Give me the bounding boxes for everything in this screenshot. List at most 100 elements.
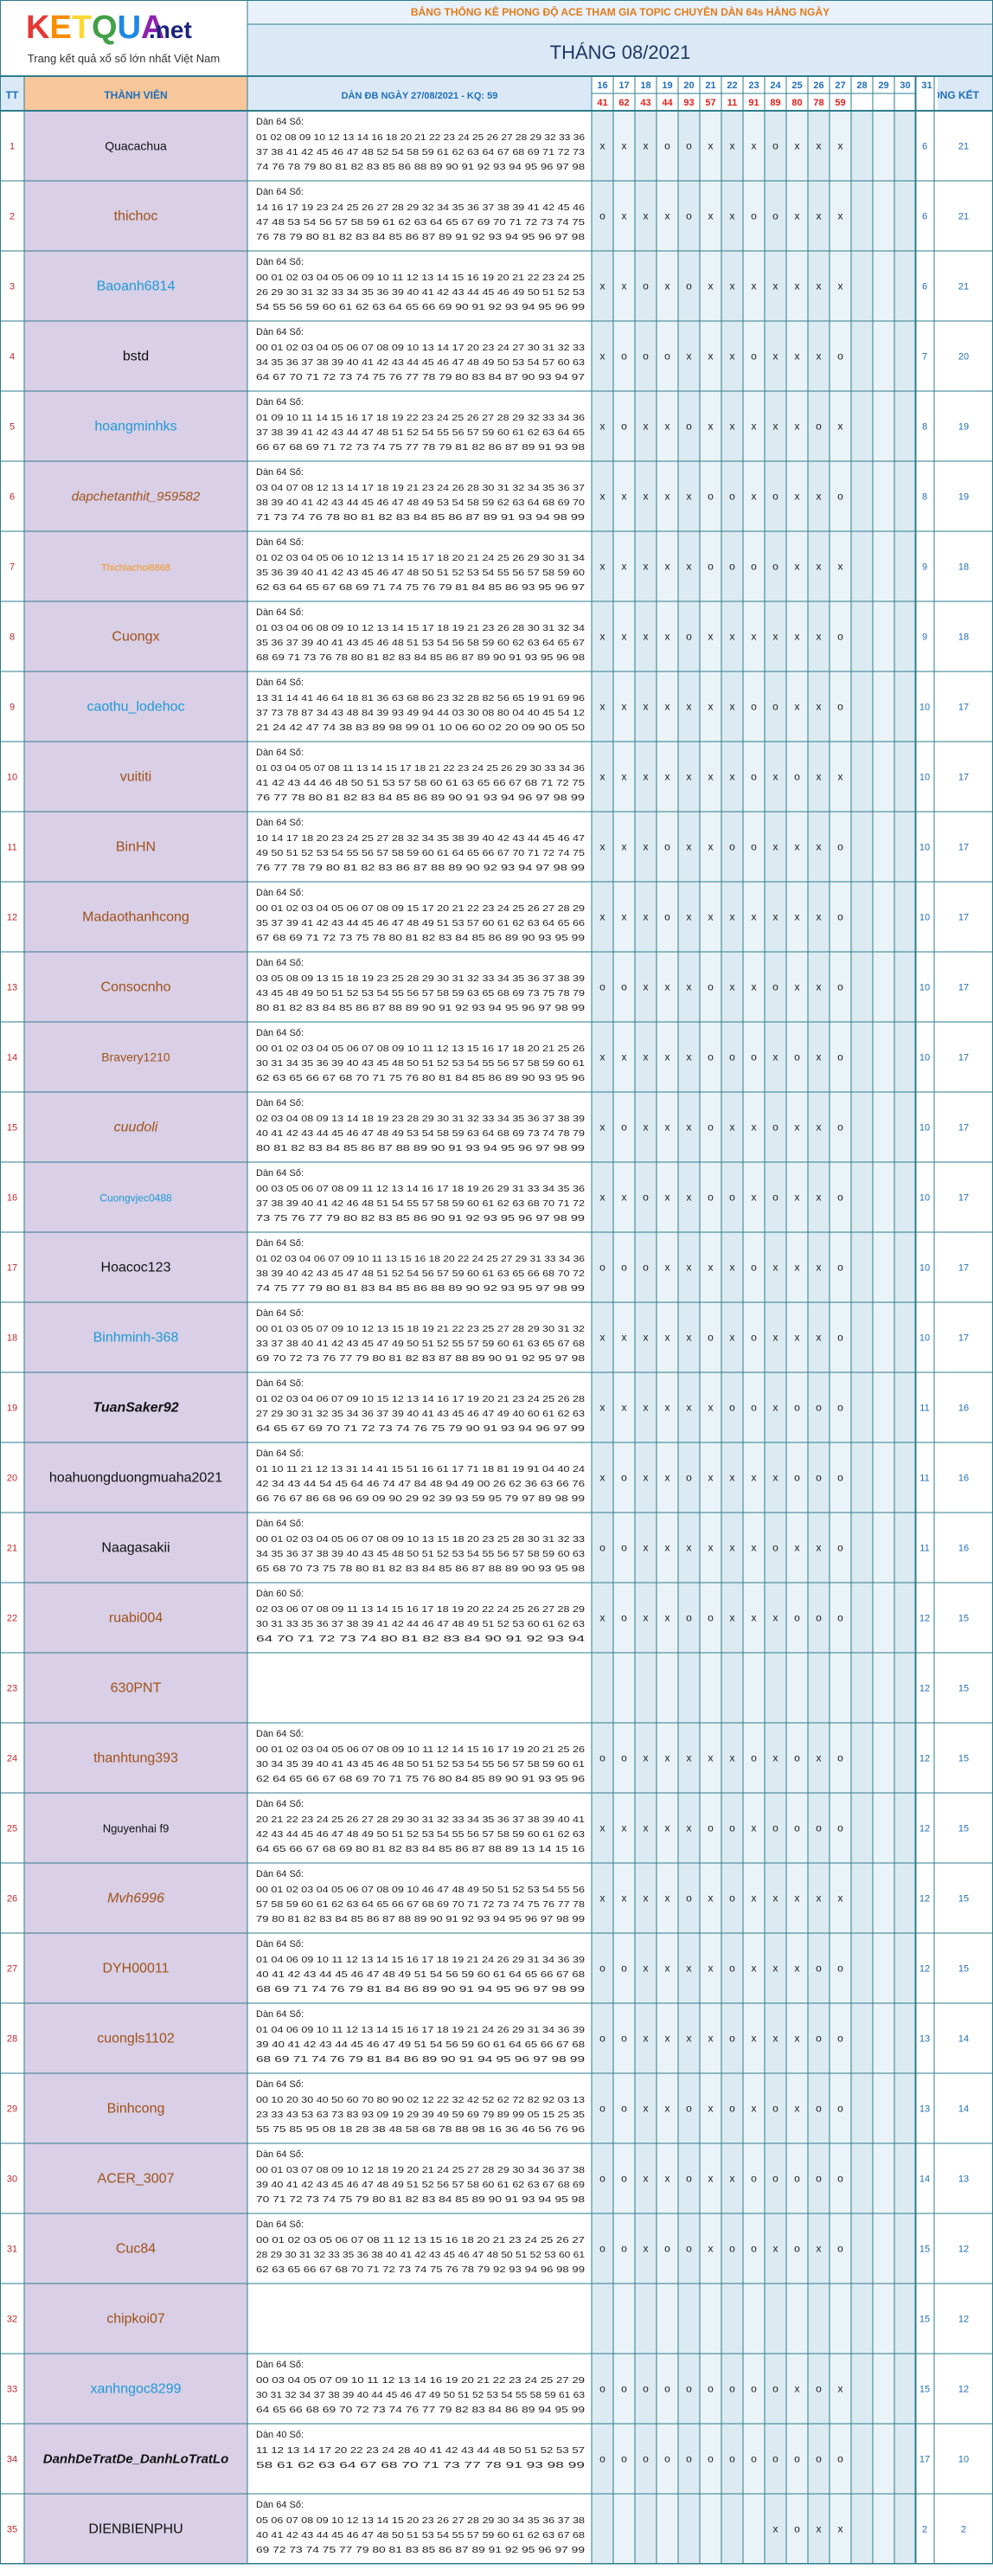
member-name[interactable]: cuongls1102	[97, 2032, 175, 2046]
hit-mark: o	[599, 2453, 605, 2465]
day-cell	[851, 2284, 873, 2354]
member-name[interactable]: chipkoi07	[106, 2312, 165, 2327]
hit-mark: o	[837, 1472, 843, 1484]
member-name[interactable]: Mvh6996	[107, 1892, 164, 1906]
day-cell	[721, 882, 743, 952]
member-row: 25 Nguyenhai f9 Dàn 64 Số: 20 21 22 23 24 2…	[0, 1793, 993, 1863]
miss-mark: x	[708, 911, 714, 923]
day-cell	[700, 601, 721, 671]
ketqua-logo[interactable]: KETQUA .net	[26, 10, 192, 46]
day-cell	[613, 812, 635, 882]
tt-cell	[0, 1092, 24, 1162]
miss-mark: x	[644, 421, 649, 433]
member-name[interactable]: xanhngoc8299	[91, 2382, 182, 2397]
member-name[interactable]: dapchetanthit_959582	[72, 490, 201, 504]
member-name[interactable]: Naagasakii	[101, 1541, 170, 1556]
day-cell	[786, 2143, 808, 2213]
member-name[interactable]: thanhtung393	[93, 1751, 178, 1766]
day-cell	[743, 2143, 765, 2213]
member-name[interactable]: 630PNT	[111, 1681, 162, 1696]
day-cell	[635, 812, 657, 882]
day-cell	[678, 2073, 700, 2143]
day-cell	[765, 531, 786, 601]
hit-mark: o	[751, 701, 757, 713]
dan-line: 13 31 14 41 46 64 18 81 36 63 68 86 23 3…	[256, 693, 585, 703]
day-cell	[721, 1092, 743, 1162]
member-name[interactable]: vuititi	[120, 770, 151, 785]
hit-mark: o	[621, 2033, 627, 2045]
member-name[interactable]: ACER_3007	[98, 2172, 175, 2187]
day-cell	[873, 1442, 894, 1513]
day-cell	[678, 1653, 700, 1723]
day-cell	[721, 181, 743, 251]
hit-mark: o	[621, 2383, 627, 2395]
miss-mark: x	[665, 280, 670, 292]
member-name[interactable]: cuudoli	[114, 1121, 158, 1135]
member-name[interactable]: DIENBIENPHU	[88, 2522, 183, 2537]
member-name[interactable]: Hoacoc123	[101, 1261, 171, 1275]
tt-cell	[0, 531, 24, 601]
member-name[interactable]: caothu_lodehoc	[87, 700, 185, 715]
member-name[interactable]: Cuongvjec0488	[99, 1192, 172, 1204]
member-name[interactable]: TuanSaker92	[93, 1401, 178, 1416]
miss-mark: x	[687, 911, 692, 923]
member-name[interactable]: Quacachua	[105, 139, 167, 153]
member-name[interactable]: DanhDeTratDe_DanhLoTratLo	[43, 2452, 228, 2467]
miss-mark: x	[708, 1402, 714, 1414]
miss-mark: x	[708, 1472, 714, 1484]
member-name[interactable]: thichoc	[114, 209, 158, 224]
dan-label: Dàn 64 Số:	[256, 467, 304, 478]
miss-mark: x	[600, 280, 605, 292]
member-name[interactable]: DYH00011	[102, 1962, 169, 1976]
member-name[interactable]: hoangminhks	[94, 420, 176, 434]
tt-cell	[0, 461, 24, 531]
day-cell	[851, 1653, 873, 1723]
tt-cell	[0, 1513, 24, 1583]
member-name[interactable]: bstd	[123, 350, 149, 364]
member-row: 35 DIENBIENPHU Dàn 64 Số: 05 06 07 08 09 10…	[0, 2494, 993, 2564]
day-cell	[592, 882, 613, 952]
member-name[interactable]: Madaothanhcong	[82, 910, 189, 925]
miss-mark: x	[730, 1262, 735, 1274]
day-cell	[592, 251, 613, 321]
member-name[interactable]: Nguyenhai f9	[103, 1822, 170, 1835]
member-name[interactable]: Consocnho	[101, 980, 171, 995]
day-cell	[721, 2143, 743, 2213]
miss-mark: x	[665, 2173, 670, 2185]
day-cell	[851, 952, 873, 1022]
member-name[interactable]: Thichlachoi6868	[101, 563, 170, 574]
dan-label: Dàn 64 Số:	[256, 397, 304, 408]
member-name[interactable]: Bravery1210	[101, 1050, 170, 1064]
hit-mark: o	[599, 981, 605, 993]
total-score: 15	[958, 1684, 969, 1694]
miss-mark: x	[795, 2383, 800, 2395]
miss-mark: x	[644, 1051, 649, 1063]
dan-label: Dàn 64 Số:	[256, 958, 304, 968]
member-name[interactable]: Cuc84	[116, 2242, 156, 2257]
day-cell	[592, 321, 613, 391]
day-cell	[743, 1232, 765, 1302]
member-name[interactable]: BinHN	[116, 840, 156, 855]
member-name[interactable]: Binhminh-368	[93, 1331, 179, 1346]
member-name[interactable]: Cuongx	[112, 630, 159, 645]
dan-label: Dàn 60 Số:	[256, 1589, 304, 1599]
day-cell	[894, 1092, 916, 1162]
dan-line: 01 09 10 11 14 15 16 17 18 19 22 23 24 2…	[256, 413, 585, 423]
day-cell	[700, 1302, 721, 1372]
member-name[interactable]: Baoanh6814	[97, 279, 176, 294]
member-cell	[24, 531, 247, 601]
member-name[interactable]: ruabi004	[109, 1611, 163, 1626]
day-cell	[592, 2284, 613, 2354]
member-name[interactable]: Binhcong	[107, 2102, 165, 2117]
dan-line: 00 01 03 07 08 09 10 12 18 19 20 21 24 2…	[256, 2165, 585, 2175]
day-cell	[635, 1723, 657, 1793]
miss-mark: x	[687, 350, 692, 363]
day-cell	[830, 321, 851, 391]
member-row: 1 Quacachua Dàn 64 Số: 01 02 08 09 10 12 13…	[0, 111, 993, 181]
day-cell	[873, 2284, 894, 2354]
day-cell	[678, 1372, 700, 1442]
dan-line: 40 41 42 43 44 45 46 47 48 50 51 53 54 5…	[256, 2530, 585, 2541]
member-name[interactable]: hoahuongduongmuaha2021	[49, 1471, 222, 1486]
day-cell	[786, 2213, 808, 2284]
miss-mark: x	[644, 1472, 649, 1484]
